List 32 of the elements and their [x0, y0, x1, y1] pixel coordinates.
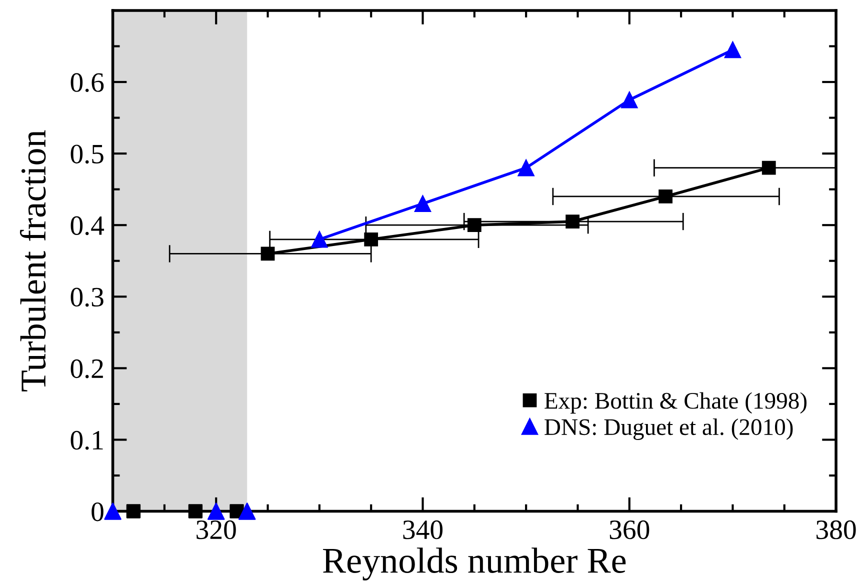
point	[658, 190, 672, 204]
y-tick-label: 0.1	[70, 430, 103, 450]
point	[230, 504, 244, 518]
legend-label: Exp: Bottin & Chate (1998)	[544, 392, 807, 414]
point	[188, 504, 203, 518]
point	[518, 160, 534, 176]
point	[467, 218, 482, 232]
y-tick-label: 0.5	[70, 144, 104, 164]
y-tick-label: 0	[92, 502, 104, 522]
x-axis-title: Reynolds number Re	[322, 548, 626, 580]
y-tick-label: 0.2	[70, 359, 103, 378]
x-tick-label: 360	[610, 520, 650, 540]
point	[762, 160, 776, 175]
y-tick-label: 0.3	[70, 288, 104, 307]
x-tick-label: 320	[196, 520, 236, 540]
point	[621, 92, 638, 108]
point	[414, 195, 432, 212]
point	[126, 504, 141, 518]
x-tick-label: 340	[403, 520, 443, 540]
y-tick-label: 0.6	[70, 73, 104, 92]
point	[104, 502, 122, 520]
x-tick-label: 380	[816, 520, 856, 540]
point	[260, 246, 275, 261]
point	[566, 214, 580, 228]
point	[364, 232, 378, 246]
y-axis-title: Turbulent fraction	[20, 130, 46, 392]
point	[238, 502, 256, 520]
point	[311, 231, 328, 248]
point	[724, 41, 742, 58]
point	[208, 502, 225, 520]
legend-label: DNS: Duguet et al. (2010)	[544, 418, 793, 440]
y-tick-label: 0.4	[70, 216, 104, 236]
